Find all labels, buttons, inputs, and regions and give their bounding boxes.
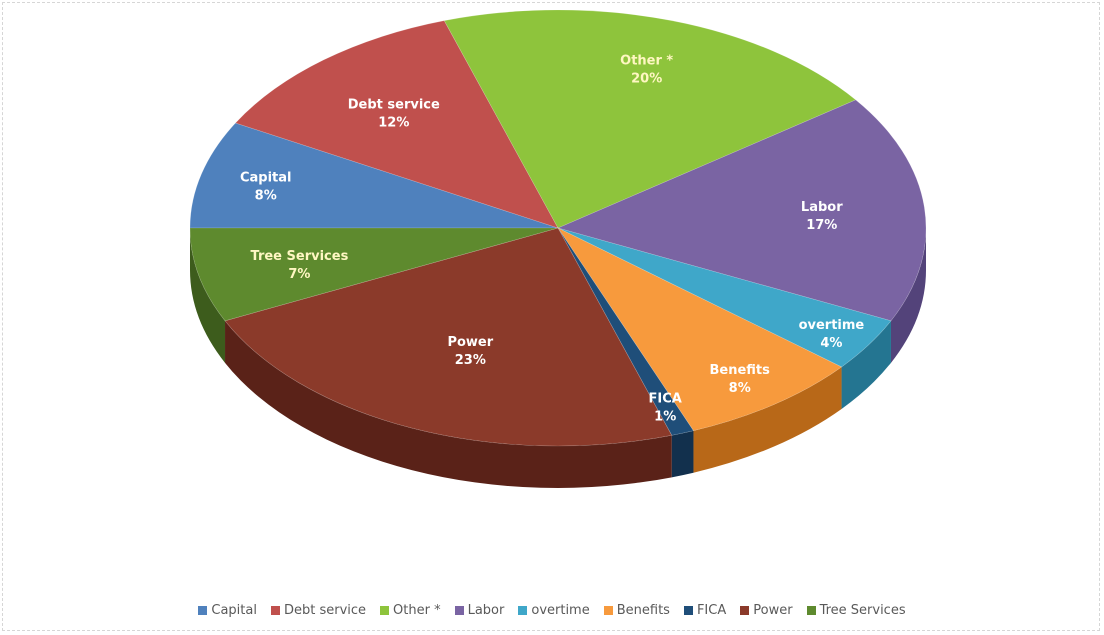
slice-value-fica: 1% bbox=[654, 409, 676, 424]
legend-item-labor: Labor bbox=[454, 602, 505, 618]
pie-slice-debt-service bbox=[234, 20, 559, 229]
legend-item-capital: Capital bbox=[198, 603, 257, 618]
pie-top-slices bbox=[189, 9, 927, 447]
pie-side-labor bbox=[890, 228, 926, 363]
slice-label-benefits: Benefits bbox=[710, 363, 771, 378]
slice-value-labor: 17% bbox=[806, 218, 837, 233]
legend-item-tree-services: Tree Services bbox=[806, 602, 906, 618]
pie-slice-other bbox=[443, 9, 857, 229]
pie-side-walls bbox=[190, 228, 926, 488]
pie-slice-labor bbox=[557, 99, 927, 322]
legend-label-capital: Capital bbox=[211, 602, 257, 618]
pie-side-overtime bbox=[841, 320, 891, 409]
legend-label-debt-service: Debt service bbox=[283, 602, 367, 618]
legend-item-benefits: Benefits bbox=[603, 602, 670, 618]
legend-label-other: Other * bbox=[393, 602, 441, 618]
legend-label-tree-services: Tree Services bbox=[819, 602, 906, 618]
legend-swatch-other bbox=[380, 605, 390, 615]
legend-swatch-capital bbox=[198, 605, 208, 615]
legend-label-overtime: overtime bbox=[531, 602, 590, 618]
slice-label-tree-services: Tree Services bbox=[251, 249, 349, 264]
pie-slice-fica bbox=[557, 227, 694, 436]
slice-value-tree-services: 7% bbox=[288, 267, 310, 282]
pie-side-benefits bbox=[693, 366, 842, 473]
pie-slice-tree-services bbox=[189, 227, 559, 322]
legend-item-power: Power bbox=[740, 602, 793, 618]
slice-value-benefits: 8% bbox=[729, 381, 751, 396]
legend-swatch-overtime bbox=[518, 605, 528, 615]
pie-slice-benefits bbox=[557, 227, 843, 432]
chart-legend: Capital Debt service Other * Labor overtime B… bbox=[0, 601, 1104, 619]
pie-slice-capital bbox=[189, 122, 559, 229]
legend-label-power: Power bbox=[753, 602, 793, 618]
pie-chart: Capital 8% Debt service 12% Other * 20% Labor 1… bbox=[189, 9, 927, 488]
slice-value-overtime: 4% bbox=[820, 336, 842, 351]
legend-swatch-power bbox=[740, 605, 750, 615]
slice-label-debt-service: Debt service bbox=[348, 97, 440, 112]
legend-item-overtime: overtime bbox=[518, 602, 590, 618]
legend-label-fica: FICA bbox=[696, 602, 727, 618]
legend-swatch-benefits bbox=[603, 605, 613, 615]
legend-label-benefits: Benefits bbox=[616, 602, 670, 618]
slice-label-fica: FICA bbox=[649, 391, 682, 406]
pie-slice-power bbox=[224, 227, 673, 447]
legend-item-fica: FICA bbox=[683, 602, 727, 618]
slice-label-capital: Capital bbox=[240, 171, 292, 186]
pie-side-power bbox=[225, 320, 672, 488]
legend-swatch-fica bbox=[683, 605, 693, 615]
legend-item-debt-service: Debt service bbox=[270, 602, 367, 618]
legend-swatch-labor bbox=[454, 605, 464, 615]
legend-swatch-debt-service bbox=[270, 605, 280, 615]
slice-value-power: 23% bbox=[455, 353, 486, 368]
legend-swatch-tree-services bbox=[806, 605, 816, 615]
pie-slice-overtime bbox=[557, 227, 892, 368]
slice-value-capital: 8% bbox=[255, 189, 277, 204]
legend-label-labor: Labor bbox=[467, 602, 505, 618]
pie-slice-labels: Capital 8% Debt service 12% Other * 20% Labor 1… bbox=[240, 53, 864, 424]
slice-label-other: Other * bbox=[620, 53, 673, 68]
legend-item-other: Other * bbox=[380, 603, 441, 618]
pie-side-fica bbox=[671, 430, 694, 478]
slice-label-overtime: overtime bbox=[799, 318, 865, 333]
slice-label-power: Power bbox=[447, 335, 493, 350]
slice-label-labor: Labor bbox=[801, 200, 843, 215]
pie-side-tree-services bbox=[190, 228, 226, 363]
slice-value-debt-service: 12% bbox=[378, 115, 409, 130]
slice-value-other: 20% bbox=[631, 71, 662, 86]
